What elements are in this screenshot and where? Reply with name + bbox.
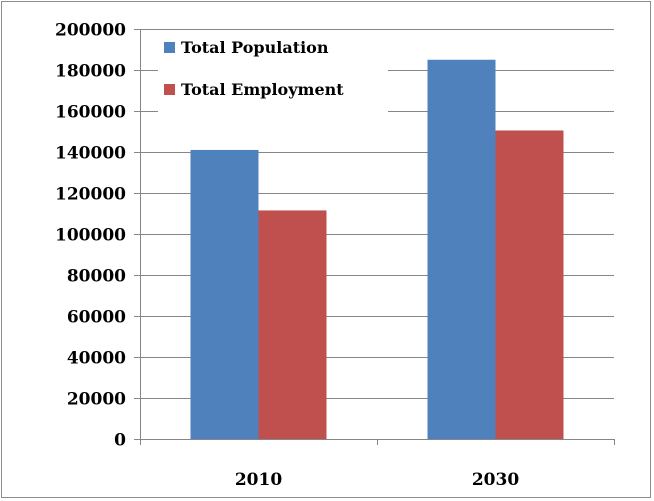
legend-background (158, 32, 388, 126)
y-tick-label: 200000 (55, 21, 126, 41)
y-tick-label: 0 (114, 431, 126, 451)
legend: Total Population Total Employment (158, 32, 388, 126)
y-tick-label: 80000 (67, 267, 126, 287)
x-tick-labels: 2010 2030 (235, 470, 519, 490)
y-tick-label: 100000 (55, 226, 126, 246)
y-tick-label: 160000 (55, 103, 126, 123)
x-tick-label: 2030 (472, 470, 519, 490)
legend-label: Total Employment (181, 80, 344, 99)
bar-total-employment-2030 (495, 130, 564, 439)
bars (190, 59, 564, 439)
y-tick-label: 140000 (55, 144, 126, 164)
y-tick-labels: 0 20000 40000 60000 80000 100000 120000 140000 1… (55, 21, 126, 451)
y-tick-label: 20000 (67, 390, 126, 410)
axes (134, 29, 615, 445)
legend-swatch (164, 42, 175, 53)
y-tick-label: 120000 (55, 185, 126, 205)
x-tick-label: 2010 (235, 470, 282, 490)
y-tick-label: 180000 (55, 62, 126, 82)
y-tick-label: 40000 (67, 349, 126, 369)
legend-label: Total Population (181, 38, 329, 57)
bar-total-population-2010 (190, 149, 259, 439)
bar-total-employment-2010 (258, 210, 327, 439)
bar-total-population-2030 (427, 59, 496, 439)
y-tick-label: 60000 (67, 308, 126, 328)
legend-swatch (164, 84, 175, 95)
